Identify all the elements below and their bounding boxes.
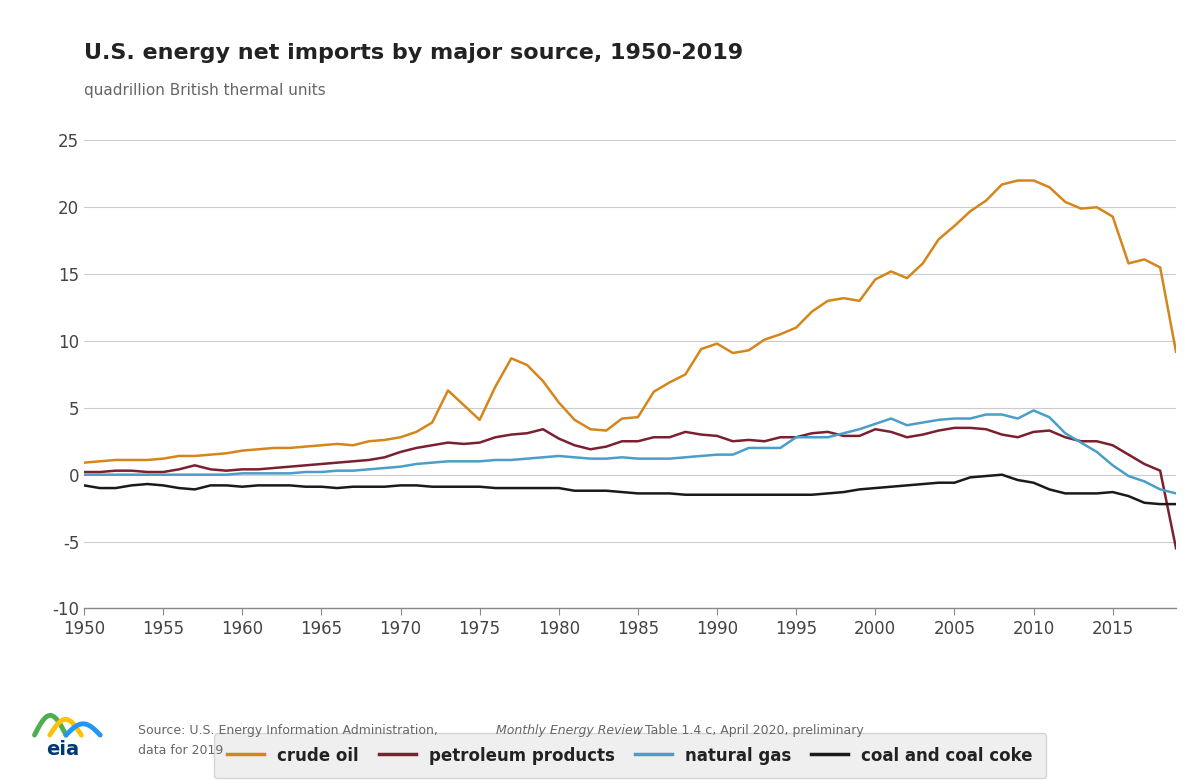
Text: Monthly Energy Review: Monthly Energy Review bbox=[496, 724, 643, 737]
Text: , Table 1.4 c, April 2020, preliminary: , Table 1.4 c, April 2020, preliminary bbox=[637, 724, 864, 737]
Text: Source: U.S. Energy Information Administration,: Source: U.S. Energy Information Administ… bbox=[138, 724, 442, 737]
Text: data for 2019: data for 2019 bbox=[138, 743, 223, 757]
Text: quadrillion British thermal units: quadrillion British thermal units bbox=[84, 83, 325, 98]
Text: eia: eia bbox=[47, 740, 79, 759]
Legend: crude oil, petroleum products, natural gas, coal and coal coke: crude oil, petroleum products, natural g… bbox=[214, 733, 1046, 778]
Text: U.S. energy net imports by major source, 1950-2019: U.S. energy net imports by major source,… bbox=[84, 43, 743, 63]
